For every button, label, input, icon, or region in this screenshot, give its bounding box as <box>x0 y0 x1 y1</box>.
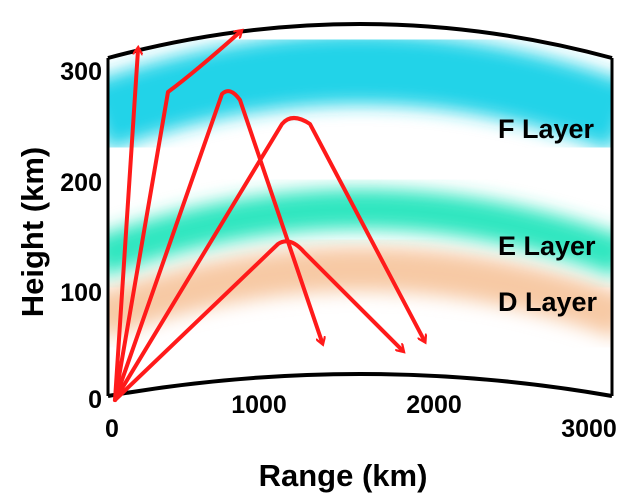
ray-escape <box>113 32 240 402</box>
ray-e-reflect <box>113 239 402 402</box>
x-tick-label: 3000 <box>561 415 617 443</box>
radio-rays <box>113 32 424 402</box>
earth-surface-arc <box>107 372 613 398</box>
y-tick-label: 200 <box>60 169 102 197</box>
y-axis-title: Height (km) <box>15 147 50 318</box>
d-layer-label: D Layer <box>498 287 598 317</box>
y-axis-ticks: 0 100 200 300 <box>60 58 102 414</box>
x-tick-label: 1000 <box>231 391 287 419</box>
f-layer-band <box>108 34 612 151</box>
y-tick-label: 300 <box>60 58 102 86</box>
frame <box>106 22 614 398</box>
e-layer-label: E Layer <box>498 231 596 261</box>
ray-f-reflect-short <box>113 89 322 402</box>
upper-arc <box>107 22 613 60</box>
x-axis-title: Range (km) <box>259 458 428 493</box>
ray-f-reflect-long <box>113 116 424 402</box>
y-tick-label: 100 <box>60 279 102 307</box>
layer-labels: F Layer E Layer D Layer <box>498 114 598 317</box>
x-axis-ticks: 0 1000 2000 3000 <box>105 391 617 443</box>
d-layer-band <box>108 247 612 339</box>
x-tick-label: 0 <box>105 415 119 443</box>
e-layer-band <box>108 189 612 277</box>
layer-bands <box>108 34 612 339</box>
ray-steep-escape <box>113 50 138 402</box>
x-tick-label: 2000 <box>406 391 462 419</box>
f-layer-label: F Layer <box>498 114 595 144</box>
y-tick-label: 0 <box>88 386 102 414</box>
